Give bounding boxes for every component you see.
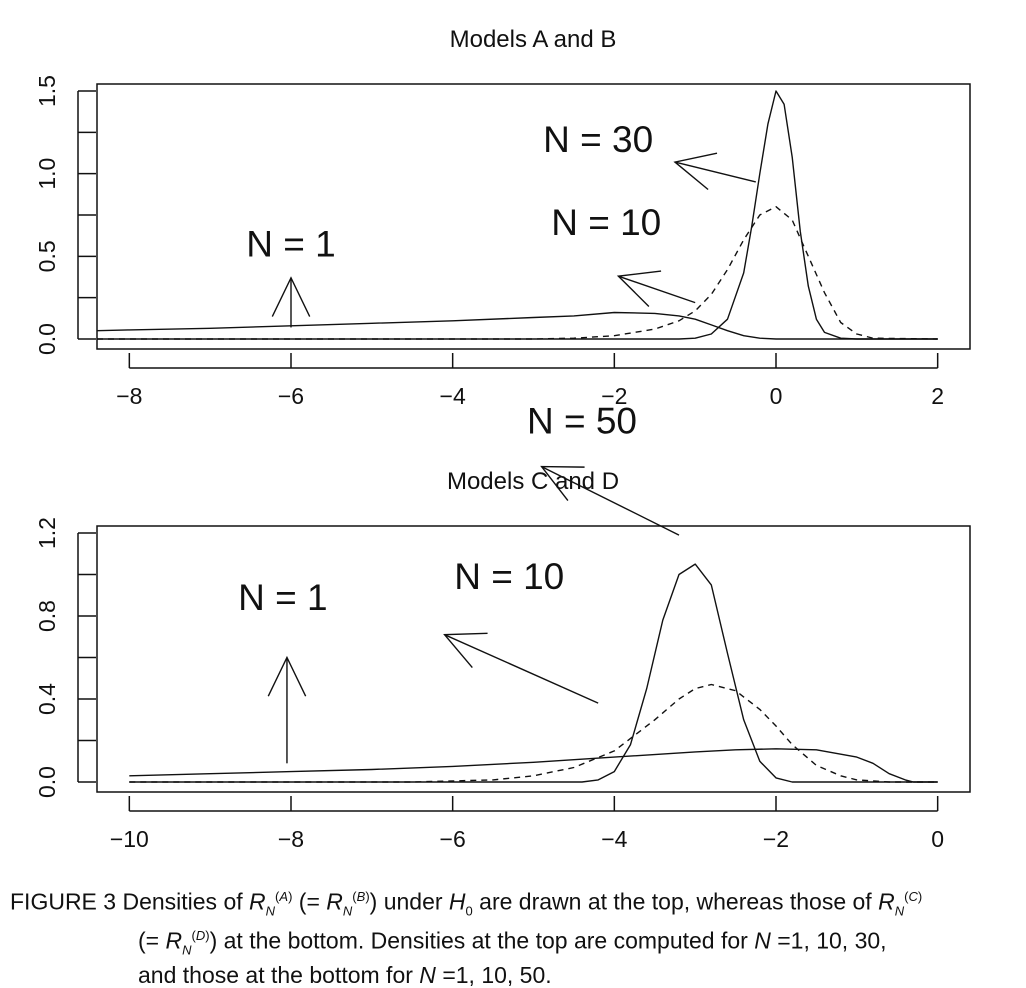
x-tick-label: −6 [278, 383, 304, 409]
caption-model-a: A [279, 889, 289, 904]
series-line-n1 [129, 748, 938, 783]
x-tick-label: 0 [931, 826, 944, 852]
y-tick-label: 0.0 [34, 766, 60, 798]
y-tick-label: 1.2 [34, 517, 60, 549]
annotation-arrow-head [540, 465, 585, 502]
annotation-arrow-shaft [444, 634, 599, 704]
annotation-label: N = 10 [551, 202, 661, 243]
series-line-n1 [96, 311, 938, 340]
figure-caption: FIGURE 3 Densities of RN(A) (= RN(B)) un… [10, 884, 1016, 988]
annotation-arrow-shaft [541, 465, 680, 536]
y-tick-label: 0.5 [34, 240, 60, 272]
series-line-n30 [97, 90, 938, 340]
series-line-n10 [129, 683, 938, 783]
caption-line-3: and those at the bottom for N =1, 10, 50… [138, 961, 552, 988]
y-tick-label: 0.8 [34, 600, 60, 632]
x-tick-label: −2 [601, 383, 627, 409]
annotation-arrow-shaft [674, 161, 756, 183]
y-tick-label: 1.5 [34, 75, 60, 107]
caption-line-1: FIGURE 3 Densities of RN(A) (= RN(B)) un… [10, 888, 923, 919]
x-tick-label: −10 [110, 826, 149, 852]
x-tick-label: −2 [763, 826, 789, 852]
y-tick-label: 1.0 [34, 158, 60, 190]
series-line-n50 [129, 563, 938, 783]
annotation-label: N = 1 [238, 577, 327, 618]
x-tick-label: −4 [440, 383, 466, 409]
caption-model-d: D [195, 928, 206, 944]
panel-bottom: Models C and D −10 −8 −6 −4 −2 0 0.0 0.4 0.8 1.2 N… [34, 400, 971, 852]
caption-n-values-top: =1, 10, 30, [777, 927, 887, 954]
caption-eq-open-2: (= [138, 927, 166, 954]
annotation-label: N = 30 [543, 119, 653, 160]
x-tick-label: −8 [278, 826, 304, 852]
y-tick-label: 0.4 [34, 683, 60, 715]
annotation-arrow-head [616, 270, 662, 307]
plot-frame [96, 525, 971, 793]
caption-h0-sub: 0 [465, 903, 473, 919]
x-tick-label: 2 [931, 383, 944, 409]
annotation-label: N = 1 [246, 223, 335, 264]
annotation-arrow-head [673, 152, 718, 191]
caption-model-c: C [908, 889, 918, 904]
x-tick-label: −4 [601, 826, 627, 852]
annotation-label: N = 10 [454, 556, 564, 597]
annotation-arrow-shaft [618, 275, 696, 304]
annotation-arrow-head [443, 632, 488, 668]
series-line-n10 [97, 205, 938, 340]
caption-text-prefix: FIGURE 3 Densities of [10, 888, 250, 915]
caption-text-line2: ) at the bottom. Densities at the top ar… [209, 927, 755, 954]
plot-frame [96, 83, 971, 350]
caption-under: ) under [369, 888, 449, 915]
caption-line-2: (= RN(D)) at the bottom. Densities at th… [138, 927, 887, 958]
caption-model-b: B [356, 889, 366, 904]
y-tick-label: 0.0 [34, 323, 60, 355]
caption-text-line3: and those at the bottom for [138, 961, 420, 988]
x-tick-label: 0 [770, 383, 783, 409]
caption-n-values-bottom: =1, 10, 50. [442, 961, 552, 988]
annotation-arrow-head [267, 655, 307, 697]
x-tick-label: −6 [440, 826, 466, 852]
x-tick-label: −8 [116, 383, 142, 409]
annotation-label: N = 50 [527, 400, 637, 441]
figure: Models A and B −8 −6 −4 −2 0 2 0.0 0.5 1.0 1.5 N =… [34, 26, 971, 852]
caption-eq-open: (= [292, 888, 327, 915]
panel-bottom-title: Models C and D [447, 468, 619, 495]
annotation-arrow-head [271, 276, 311, 317]
panel-top-title: Models A and B [450, 26, 617, 53]
panel-top: Models A and B −8 −6 −4 −2 0 2 0.0 0.5 1.0 1.5 N =… [34, 26, 971, 409]
caption-text-mid: are drawn at the top, whereas those of [472, 888, 879, 915]
